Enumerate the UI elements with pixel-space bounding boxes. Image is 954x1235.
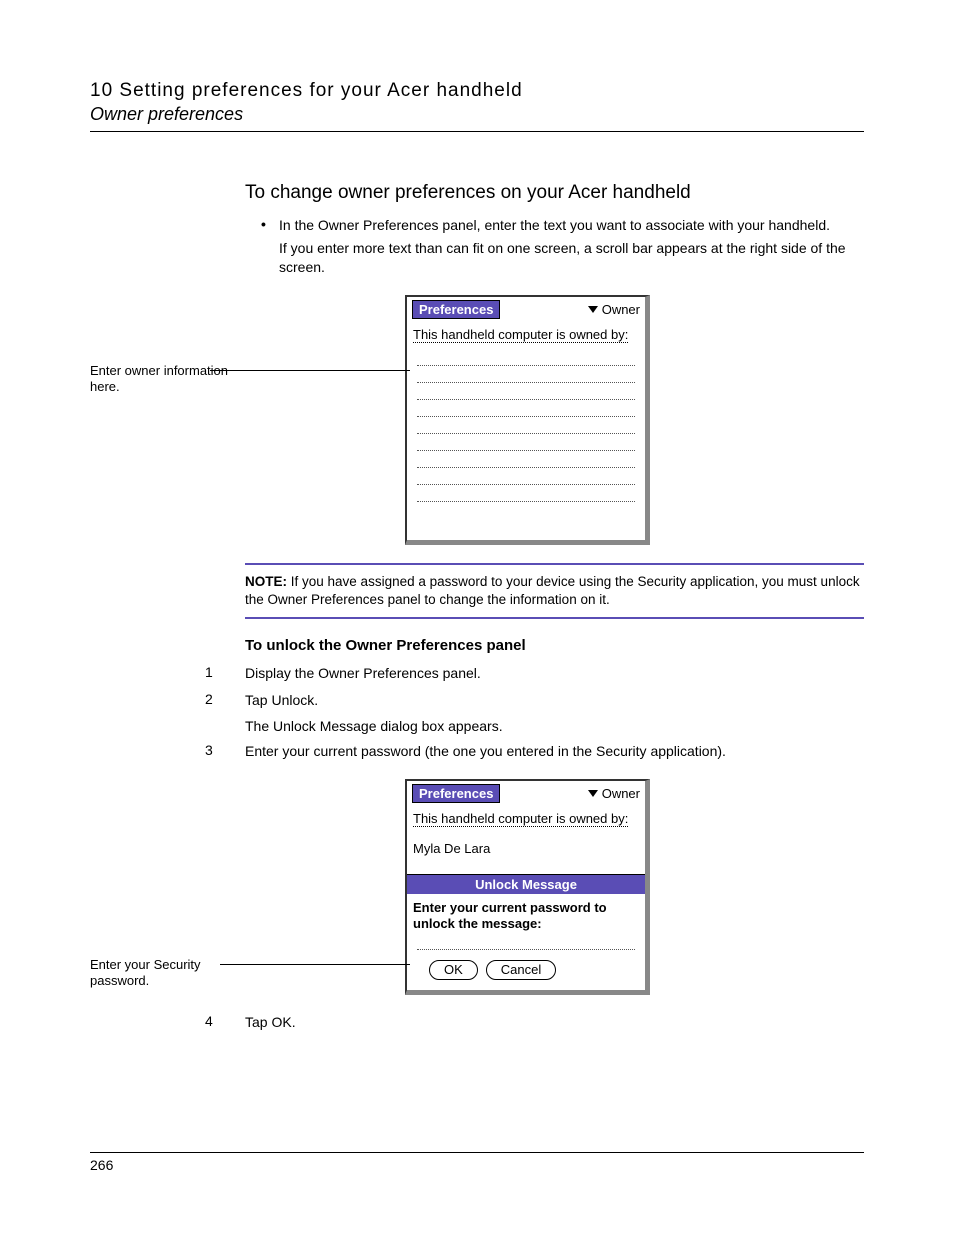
unlock-dialog-prompt: Enter your current password to unlock th… (413, 900, 639, 933)
section-title: Owner preferences (90, 104, 864, 125)
palm-titlebar: Preferences Owner (407, 297, 645, 322)
palm-screen-2: Preferences Owner This handheld computer… (405, 779, 650, 996)
palm-title: Preferences (412, 784, 500, 803)
cancel-button[interactable]: Cancel (486, 960, 556, 980)
palm-title: Preferences (412, 300, 500, 319)
palm-titlebar: Preferences Owner (407, 781, 645, 806)
callout-line (210, 370, 410, 371)
bullet-text: In the Owner Preferences panel, enter th… (279, 216, 864, 235)
bullet-subtext: If you enter more text than can fit on o… (279, 239, 864, 277)
step-1: 1 Display the Owner Preferences panel. (205, 664, 864, 683)
password-input[interactable] (417, 938, 635, 950)
owned-by-label: This handheld computer is owned by: (413, 811, 628, 827)
owned-by-label: This handheld computer is owned by: (413, 327, 628, 343)
callout-1: Enter owner information here. (90, 363, 245, 396)
callout-2: Enter your Security password. (90, 957, 245, 990)
content-area: To change owner preferences on your Acer… (245, 182, 864, 1032)
step-number: 1 (205, 664, 245, 683)
palm-body: This handheld computer is owned by: (407, 322, 645, 540)
step-text: Display the Owner Preferences panel. (245, 664, 864, 683)
step-text: Tap Unlock. (245, 691, 864, 710)
heading-change-owner: To change owner preferences on your Acer… (245, 182, 864, 204)
note-label: NOTE: (245, 574, 287, 589)
page-header: 10 Setting preferences for your Acer han… (90, 80, 864, 132)
step-text: Tap OK. (245, 1013, 864, 1032)
step-number: 4 (205, 1013, 245, 1032)
chapter-title: 10 Setting preferences for your Acer han… (90, 80, 864, 102)
step-3: 3 Enter your current password (the one y… (205, 742, 864, 761)
palm-body: This handheld computer is owned by: Myla… (407, 806, 645, 991)
palm-screen-1: Preferences Owner This handheld computer… (405, 295, 650, 545)
owner-name: Myla De Lara (413, 841, 639, 856)
callout-line (220, 964, 410, 965)
step-2: 2 Tap Unlock. (205, 691, 864, 710)
figure-2: Enter your Security password. Preference… (90, 779, 864, 996)
unlock-dialog-header: Unlock Message (407, 874, 645, 894)
step-text: Enter your current password (the one you… (245, 742, 864, 761)
ok-button[interactable]: OK (429, 960, 478, 980)
step-2-sub: The Unlock Message dialog box appears. (245, 718, 864, 734)
page-number: 266 (90, 1152, 864, 1173)
heading-unlock: To unlock the Owner Preferences panel (245, 637, 864, 654)
chevron-down-icon (588, 790, 598, 797)
figure-1: Enter owner information here. Preference… (90, 295, 864, 545)
step-4: 4 Tap OK. (205, 1013, 864, 1032)
bullet-item: • In the Owner Preferences panel, enter … (261, 216, 864, 235)
bullet-marker: • (261, 216, 279, 235)
owner-dropdown[interactable]: Owner (588, 786, 640, 801)
step-number: 3 (205, 742, 245, 761)
note-block: NOTE: If you have assigned a password to… (245, 563, 864, 619)
owner-text-area[interactable] (413, 356, 639, 502)
dialog-buttons: OK Cancel (429, 960, 639, 980)
note-text: If you have assigned a password to your … (245, 574, 860, 607)
step-number: 2 (205, 691, 245, 710)
chevron-down-icon (588, 306, 598, 313)
owner-dropdown[interactable]: Owner (588, 302, 640, 317)
